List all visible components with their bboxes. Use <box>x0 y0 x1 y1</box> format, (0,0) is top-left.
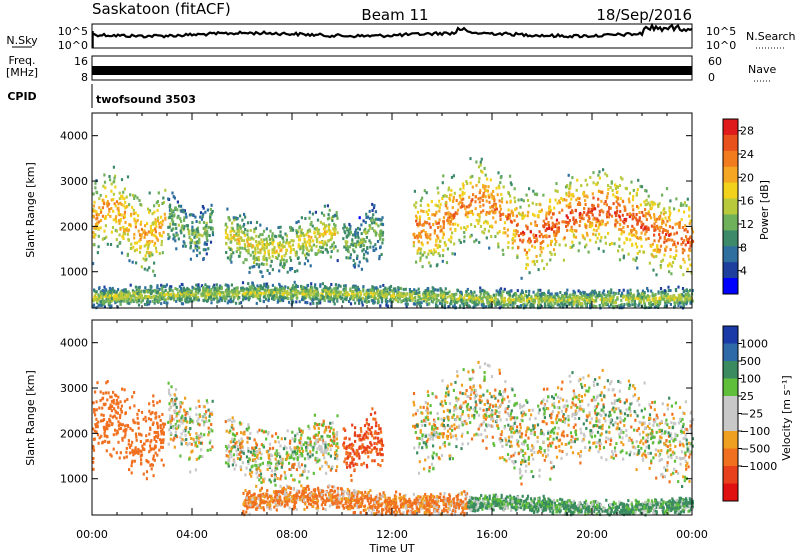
y-tick-label: 2000 <box>60 220 88 233</box>
velocity-y-ticks: 1000 2000 3000 4000 <box>60 337 692 486</box>
y-tick-label: 1000 <box>60 266 88 279</box>
date-title: 18/Sep/2016 <box>596 6 692 24</box>
power-colorbar-tick: 24 <box>740 148 754 161</box>
freq-tick-bottom: 8 <box>81 71 88 84</box>
nsky-line <box>91 22 693 39</box>
nsky-trace <box>91 22 693 48</box>
velocity-colorbar: 1000 500 100 25 −25 −100 −500 −1000 <box>722 325 777 502</box>
power-colorbar-tick: 16 <box>740 195 754 208</box>
velocity-colorbar-tick: −100 <box>740 425 770 438</box>
velocity-colorbar-tick: −1000 <box>740 460 777 473</box>
power-colorbar-tick: 12 <box>740 218 754 231</box>
nsky-label: N.Sky <box>6 34 38 47</box>
power-colorbar-tick: 8 <box>740 241 747 254</box>
time-axis-label: Time UT <box>368 542 414 554</box>
x-tick-label: 16:00 <box>476 528 508 541</box>
x-tick-label: 00:00 <box>76 528 108 541</box>
y-tick-label: 4000 <box>60 130 88 143</box>
power-x-ticks <box>91 113 693 308</box>
velocity-heatmap-cells <box>92 360 695 517</box>
power-colorbar-tick: 20 <box>740 171 754 184</box>
beam-title: Beam 11 <box>361 6 428 24</box>
freq-trace <box>92 66 692 75</box>
power-colorbar-label: Power [dB] <box>758 180 771 240</box>
x-tick-label: 04:00 <box>176 528 208 541</box>
nsearch-label: N.Search <box>746 30 796 43</box>
x-tick-label: 20:00 <box>576 528 608 541</box>
velocity-colorbar-label: Velocity [m s⁻¹] <box>780 375 793 460</box>
time-axis-tick-labels: 00:00 04:00 08:00 12:00 16:00 20:00 00:00 <box>76 528 708 541</box>
nave-tick-top: 60 <box>708 55 722 68</box>
freq-tick-top: 16 <box>74 55 88 68</box>
velocity-colorbar-tick: 100 <box>740 373 761 386</box>
freq-label-unit: [MHz] <box>6 66 38 79</box>
power-panel: 1000 2000 3000 4000 Slant Range [km] 4 8 12 16… <box>24 112 771 310</box>
power-heatmap-cells <box>92 157 695 310</box>
nsky-tick-top: 10^5 <box>58 25 88 38</box>
freq-panel: Freq. [MHz] 16 8 60 0 Nave <box>6 54 777 84</box>
x-tick-label: 08:00 <box>276 528 308 541</box>
nave-tick-bottom: 0 <box>708 71 715 84</box>
velocity-x-ticks <box>91 320 693 515</box>
x-tick-label: 00:00 <box>676 528 708 541</box>
y-tick-label: 2000 <box>60 427 88 440</box>
nsky-tick-bottom: 10^0 <box>58 39 88 52</box>
velocity-colorbar-tick: 25 <box>740 390 754 403</box>
station-title: Saskatoon (fitACF) <box>92 0 231 18</box>
power-colorbar-tick: 28 <box>740 125 754 138</box>
nsky-panel: N.Sky 10^5 10^0 10^5 10^0 N.Search <box>6 22 796 52</box>
y-tick-label: 3000 <box>60 175 88 188</box>
velocity-colorbar-tick: −25 <box>740 408 763 421</box>
power-y-ticks: 1000 2000 3000 4000 <box>60 130 692 279</box>
y-tick-label: 4000 <box>60 337 88 350</box>
x-tick-label: 12:00 <box>376 528 408 541</box>
power-colorbar: 4 8 12 16 20 24 28 <box>722 118 754 295</box>
power-colorbar-tick: 4 <box>740 265 747 278</box>
velocity-panel: 1000 2000 3000 4000 Slant Range [km] 1000 50… <box>24 319 793 517</box>
freq-label-top: Freq. <box>8 54 35 67</box>
nave-label: Nave <box>748 63 776 76</box>
velocity-colorbar-tick: 1000 <box>740 338 768 351</box>
velocity-colorbar-tick: 500 <box>740 355 761 368</box>
velocity-colorbar-tick: −500 <box>740 443 770 456</box>
y-tick-label: 3000 <box>60 382 88 395</box>
cpid-label: CPID <box>7 90 36 103</box>
power-ylabel: Slant Range [km] <box>24 162 37 258</box>
y-tick-label: 1000 <box>60 473 88 486</box>
cpid-panel: CPID twofsound 3503 <box>7 84 196 108</box>
nsearch-tick-top: 10^5 <box>706 25 736 38</box>
velocity-ylabel: Slant Range [km] <box>24 370 37 466</box>
nsearch-tick-bottom: 10^0 <box>706 39 736 52</box>
cpid-value: twofsound 3503 <box>96 93 196 106</box>
